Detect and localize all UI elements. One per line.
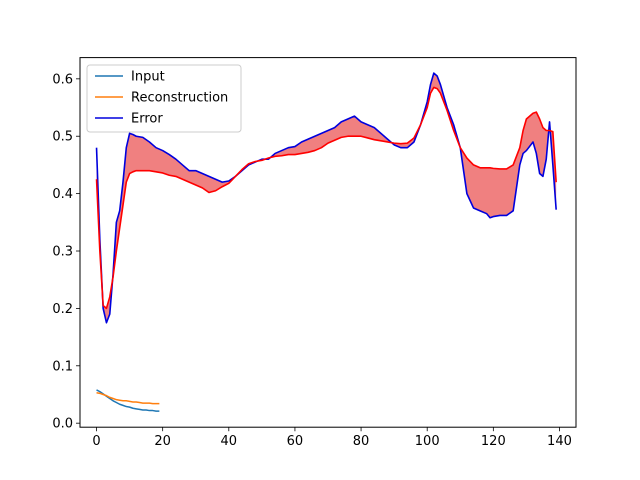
- plot-frame: [79, 57, 577, 428]
- legend: Input Reconstruction Error: [86, 64, 242, 133]
- y-tick-label: 0.4: [52, 187, 73, 202]
- x-tick-label: 40: [221, 434, 238, 449]
- x-tick-label: 20: [154, 434, 171, 449]
- x-tick-label: 60: [287, 434, 304, 449]
- legend-label-error: Error: [131, 112, 163, 127]
- x-axis: 0 20 40 60 80 100 120 140: [92, 427, 572, 449]
- y-tick-label: 0.1: [52, 359, 73, 374]
- y-tick-label: 0.3: [52, 245, 73, 260]
- x-tick-label: 140: [547, 434, 572, 449]
- y-tick-label: 0.6: [52, 72, 73, 87]
- legend-label-input: Input: [131, 70, 165, 85]
- series-line-error: [95, 72, 557, 324]
- series-line-error-reconstruction: [95, 86, 557, 310]
- x-tick-label: 0: [92, 434, 100, 449]
- y-tick-label: 0.0: [52, 417, 73, 432]
- y-tick-label: 0.2: [52, 302, 73, 317]
- x-tick-label: 80: [353, 434, 370, 449]
- legend-frame: [86, 64, 242, 133]
- legend-label-reconstruction: Reconstruction: [131, 91, 228, 106]
- y-tick-label: 0.5: [52, 130, 73, 145]
- y-axis: 0.0 0.1 0.2 0.3 0.4 0.5 0.6: [52, 72, 80, 432]
- x-tick-label: 120: [481, 434, 506, 449]
- series-layer: [95, 72, 557, 412]
- series-line-reconstruction: [96, 392, 160, 405]
- x-tick-label: 100: [415, 434, 440, 449]
